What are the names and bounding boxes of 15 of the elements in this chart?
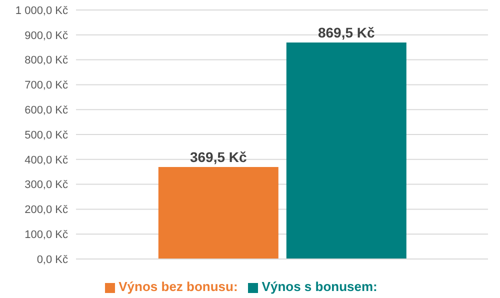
y-tick-label: 200,0 Kč [24,204,68,216]
y-tick-label: 1 000,0 Kč [15,4,68,17]
data-label: 369,5 Kč [190,148,248,165]
y-tick-label: 500,0 Kč [24,129,68,142]
y-tick-label: 100,0 Kč [24,229,68,242]
data-label: 869,5 Kč [318,24,376,40]
y-tick-label: 400,0 Kč [24,154,68,166]
y-tick-label: 700,0 Kč [24,80,68,92]
legend-label: Výnos bez bonusu: [118,279,238,294]
y-tick-label: 800,0 Kč [24,54,68,67]
y-tick-label: 900,0 Kč [24,30,68,42]
y-tick-label: 0,0 Kč [36,254,68,266]
y-tick-label: 300,0 Kč [24,179,68,192]
legend-label: Výnos s bonusem: [262,279,378,294]
y-tick-label: 600,0 Kč [24,104,68,117]
